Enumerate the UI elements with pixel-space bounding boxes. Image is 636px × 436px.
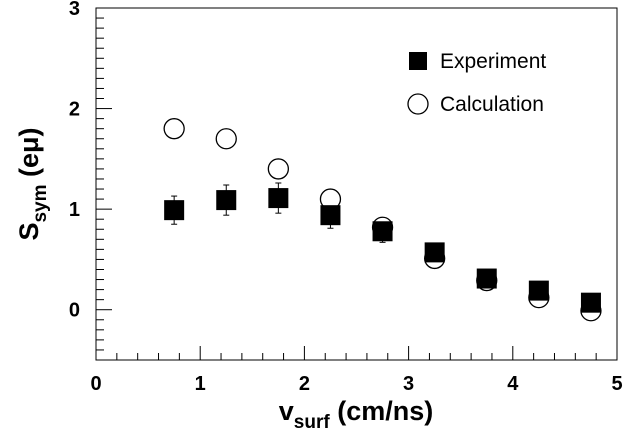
- y-axis-title: Ssym (eμ): [14, 127, 51, 240]
- legend-experiment-marker: [409, 52, 427, 70]
- x-tick-label: 4: [507, 373, 519, 395]
- experiment-point: [216, 190, 237, 211]
- x-tick-label: 3: [403, 373, 414, 395]
- x-axis-title: vsurf (cm/ns): [279, 396, 433, 433]
- experiment-point: [476, 268, 497, 289]
- y-tick-label: 2: [69, 99, 80, 121]
- experiment-point: [268, 188, 289, 209]
- calculation-point: [267, 158, 290, 180]
- legend-calculation-marker: [407, 93, 429, 115]
- x-tick-label: 5: [611, 373, 622, 395]
- x-tick-label: 2: [299, 373, 310, 395]
- experiment-point: [164, 200, 185, 221]
- experiment-point: [372, 221, 393, 242]
- y-tick-label: 1: [69, 199, 80, 221]
- calculation-point: [215, 128, 237, 150]
- legend: Experiment Calculation: [407, 50, 546, 116]
- x-tick-label: 0: [90, 373, 101, 395]
- y-axis-tick-labels: 0 1 2 3: [69, 0, 80, 322]
- y-axis-ticks: [96, 7, 112, 361]
- experiment-point: [580, 292, 601, 313]
- experiment-points: [164, 188, 601, 313]
- legend-experiment-label: Experiment: [440, 50, 546, 73]
- y-tick-label: 0: [69, 300, 80, 322]
- experiment-point: [320, 205, 341, 226]
- y-tick-label: 3: [69, 0, 80, 20]
- experiment-point: [528, 280, 549, 301]
- plot-frame: [95, 7, 618, 361]
- x-axis-tick-labels: 0 1 2 3 4 5: [90, 373, 622, 395]
- x-axis-ticks: [95, 346, 618, 360]
- x-tick-label: 1: [195, 373, 206, 395]
- experiment-point: [424, 242, 445, 263]
- calculation-point: [163, 118, 185, 140]
- legend-calculation-label: Calculation: [440, 93, 544, 116]
